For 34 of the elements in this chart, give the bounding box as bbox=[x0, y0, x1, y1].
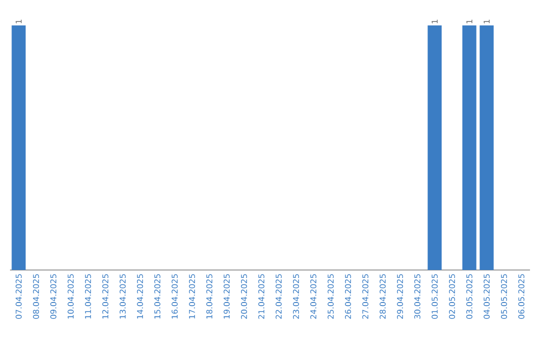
data-label: 1 bbox=[484, 20, 490, 24]
x-tick-label: 13.04.2025 bbox=[120, 274, 126, 318]
x-tick-label: 10.04.2025 bbox=[68, 274, 74, 318]
data-label: 1 bbox=[432, 20, 438, 24]
x-tick-label: 02.05.2025 bbox=[448, 274, 456, 319]
x-tick-label: 28.04.2025 bbox=[380, 274, 386, 319]
x-tick-label: 07.04.2025 bbox=[16, 274, 22, 319]
x-tick-label: 27.04.2025 bbox=[362, 274, 368, 319]
x-tick-label: 20.04.2025 bbox=[240, 274, 248, 319]
x-tick-label: 09.04.2025 bbox=[50, 274, 56, 319]
x-tick-label: 08.04.2025 bbox=[32, 274, 40, 319]
x-tick-label: 01.05.2025 bbox=[432, 274, 438, 319]
x-tick-label: 30.04.2025 bbox=[414, 274, 420, 319]
x-tick-label: 17.04.2025 bbox=[188, 274, 196, 318]
data-label: 1 bbox=[466, 20, 472, 24]
x-tick-label: 14.04.2025 bbox=[136, 274, 144, 318]
x-tick-label: 29.04.2025 bbox=[396, 274, 404, 319]
x-tick-label: 25.04.2025 bbox=[328, 274, 334, 319]
x-tick-label: 19.04.2025 bbox=[224, 274, 230, 318]
x-tick-label: 03.05.2025 bbox=[466, 274, 472, 319]
x-tick-label: 26.04.2025 bbox=[344, 274, 352, 319]
x-tick-label: 22.04.2025 bbox=[276, 274, 282, 319]
x-tick-label: 05.05.2025 bbox=[500, 274, 508, 319]
x-tick-label: 16.04.2025 bbox=[172, 274, 178, 318]
x-tick-label: 15.04.2025 bbox=[154, 274, 160, 318]
x-tick-label: 23.04.2025 bbox=[292, 274, 300, 319]
x-tick-label: 12.04.2025 bbox=[102, 274, 108, 318]
x-tick-label: 18.04.2025 bbox=[206, 274, 212, 318]
x-tick-label: 11.04.2025 bbox=[84, 274, 92, 318]
x-tick-label: 06.05.2025 bbox=[518, 274, 524, 319]
x-tick-label: 21.04.2025 bbox=[258, 274, 264, 319]
data-label: 1 bbox=[16, 20, 22, 24]
x-tick-label: 24.04.2025 bbox=[310, 274, 316, 319]
x-tick-label: 04.05.2025 bbox=[484, 274, 490, 319]
